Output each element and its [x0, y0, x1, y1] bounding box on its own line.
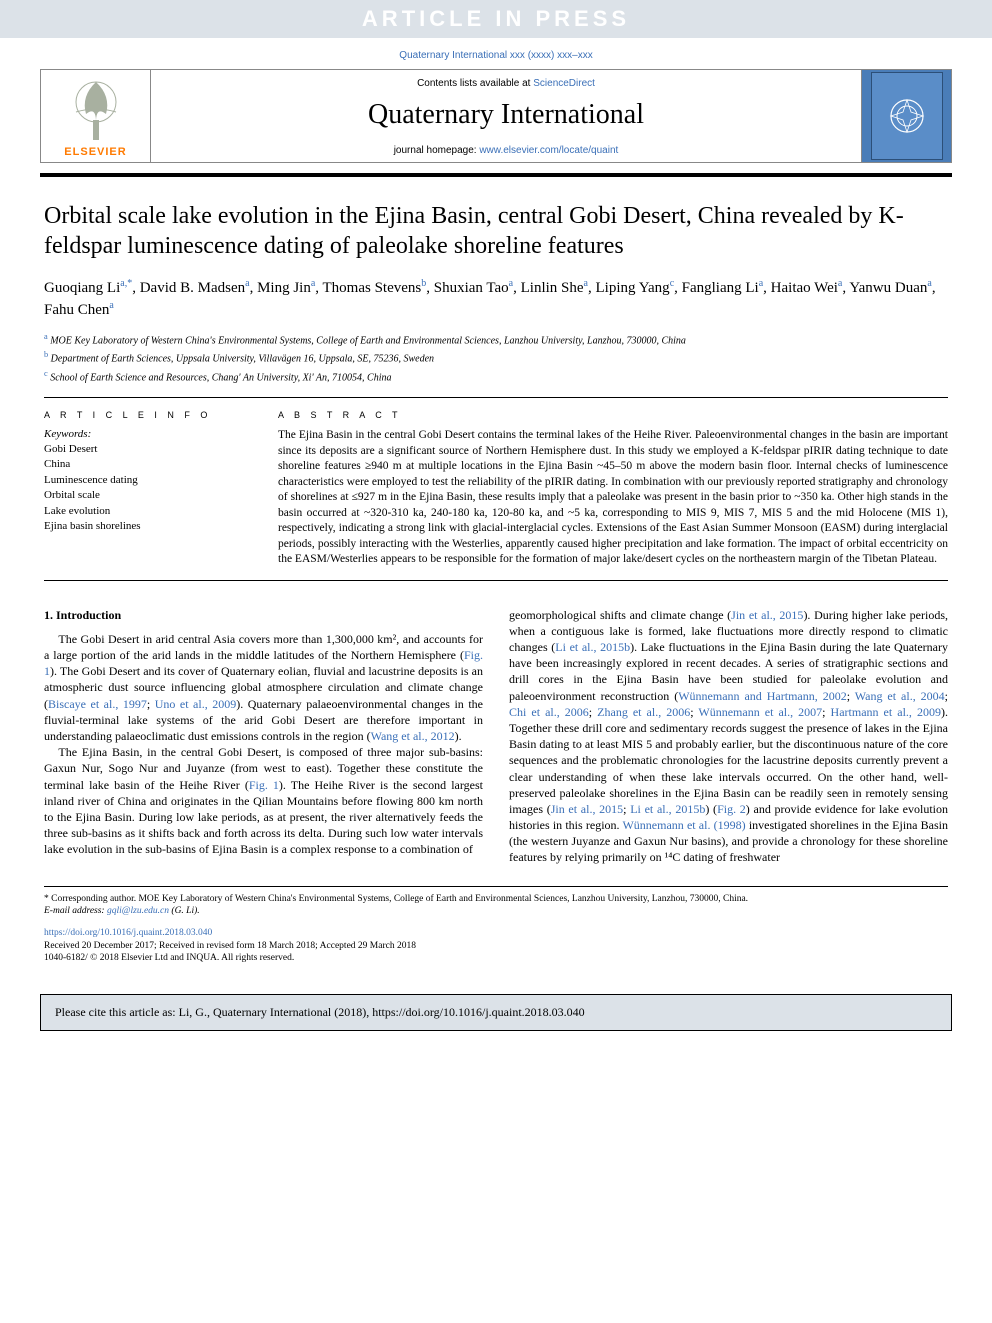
- top-rule: [44, 397, 948, 398]
- section-heading: 1. Introduction: [44, 607, 483, 623]
- body-paragraph: The Ejina Basin, in the central Gobi Des…: [44, 744, 483, 857]
- journal-cover-thumbnail: [871, 72, 943, 160]
- journal-homepage-line: journal homepage: www.elsevier.com/locat…: [151, 145, 861, 156]
- cite-article-box: Please cite this article as: Li, G., Qua…: [40, 994, 952, 1031]
- keyword: Luminescence dating: [44, 473, 254, 488]
- keyword: Lake evolution: [44, 504, 254, 519]
- contents-lists-line: Contents lists available at ScienceDirec…: [151, 78, 861, 89]
- body-paragraph: geomorphological shifts and climate chan…: [509, 607, 948, 866]
- keyword: Ejina basin shorelines: [44, 519, 254, 534]
- article-title: Orbital scale lake evolution in the Ejin…: [44, 201, 948, 261]
- author-list: Guoqiang Lia,*, David B. Madsena, Ming J…: [44, 277, 948, 321]
- article-info-head: A R T I C L E I N F O: [44, 410, 254, 420]
- received-line: Received 20 December 2017; Received in r…: [44, 940, 948, 952]
- article-content: Orbital scale lake evolution in the Ejin…: [0, 177, 992, 980]
- email-link[interactable]: gqli@lzu.edu.cn: [107, 906, 169, 916]
- affiliation-line: b Department of Earth Sciences, Uppsala …: [44, 349, 948, 366]
- masthead-center: Contents lists available at ScienceDirec…: [151, 70, 861, 162]
- body-paragraph: The Gobi Desert in arid central Asia cov…: [44, 631, 483, 744]
- masthead: ELSEVIER Contents lists available at Sci…: [40, 69, 952, 163]
- elsevier-tree-icon: [61, 76, 131, 146]
- abstract-text: The Ejina Basin in the central Gobi Dese…: [278, 428, 948, 568]
- article-info-column: A R T I C L E I N F O Keywords: Gobi Des…: [44, 410, 254, 568]
- article-in-press-banner: ARTICLE IN PRESS: [0, 0, 992, 38]
- corresponding-text: * Corresponding author. MOE Key Laborato…: [44, 893, 948, 905]
- keyword: China: [44, 457, 254, 472]
- abstract-column: A B S T R A C T The Ejina Basin in the c…: [278, 410, 948, 568]
- keywords-label: Keywords:: [44, 428, 254, 440]
- doi-block: https://doi.org/10.1016/j.quaint.2018.03…: [44, 927, 948, 964]
- sciencedirect-link[interactable]: ScienceDirect: [533, 78, 595, 89]
- journal-title: Quaternary International: [151, 99, 861, 131]
- affiliations: a MOE Key Laboratory of Western China's …: [44, 331, 948, 385]
- email-line: E-mail address: gqli@lzu.edu.cn (G. Li).: [44, 905, 948, 917]
- copyright-line: 1040-6182/ © 2018 Elsevier Ltd and INQUA…: [44, 952, 948, 964]
- abstract-head: A B S T R A C T: [278, 410, 948, 420]
- article-body: 1. Introduction The Gobi Desert in arid …: [44, 607, 948, 866]
- email-label: E-mail address:: [44, 906, 107, 916]
- elsevier-wordmark: ELSEVIER: [64, 146, 126, 158]
- affiliation-line: a MOE Key Laboratory of Western China's …: [44, 331, 948, 348]
- journal-reference-line: Quaternary International xxx (xxxx) xxx–…: [0, 38, 992, 69]
- info-abstract-row: A R T I C L E I N F O Keywords: Gobi Des…: [44, 410, 948, 568]
- cover-emblem-icon: [887, 96, 927, 136]
- email-suffix: (G. Li).: [169, 906, 200, 916]
- keywords-list: Gobi DesertChinaLuminescence datingOrbit…: [44, 442, 254, 534]
- journal-homepage-link[interactable]: www.elsevier.com/locate/quaint: [479, 145, 618, 156]
- keyword: Gobi Desert: [44, 442, 254, 457]
- corresponding-author-footnote: * Corresponding author. MOE Key Laborato…: [44, 893, 948, 918]
- contents-prefix: Contents lists available at: [417, 78, 533, 89]
- footnote-rule: [44, 886, 948, 887]
- publisher-logo-cell: ELSEVIER: [41, 70, 151, 162]
- homepage-prefix: journal homepage:: [394, 145, 480, 156]
- keyword: Orbital scale: [44, 488, 254, 503]
- affiliation-line: c School of Earth Science and Resources,…: [44, 368, 948, 385]
- doi-link[interactable]: https://doi.org/10.1016/j.quaint.2018.03…: [44, 928, 212, 938]
- journal-cover-cell: [861, 70, 951, 162]
- journal-reference-link[interactable]: Quaternary International xxx (xxxx) xxx–…: [399, 50, 592, 61]
- bottom-rule: [44, 580, 948, 581]
